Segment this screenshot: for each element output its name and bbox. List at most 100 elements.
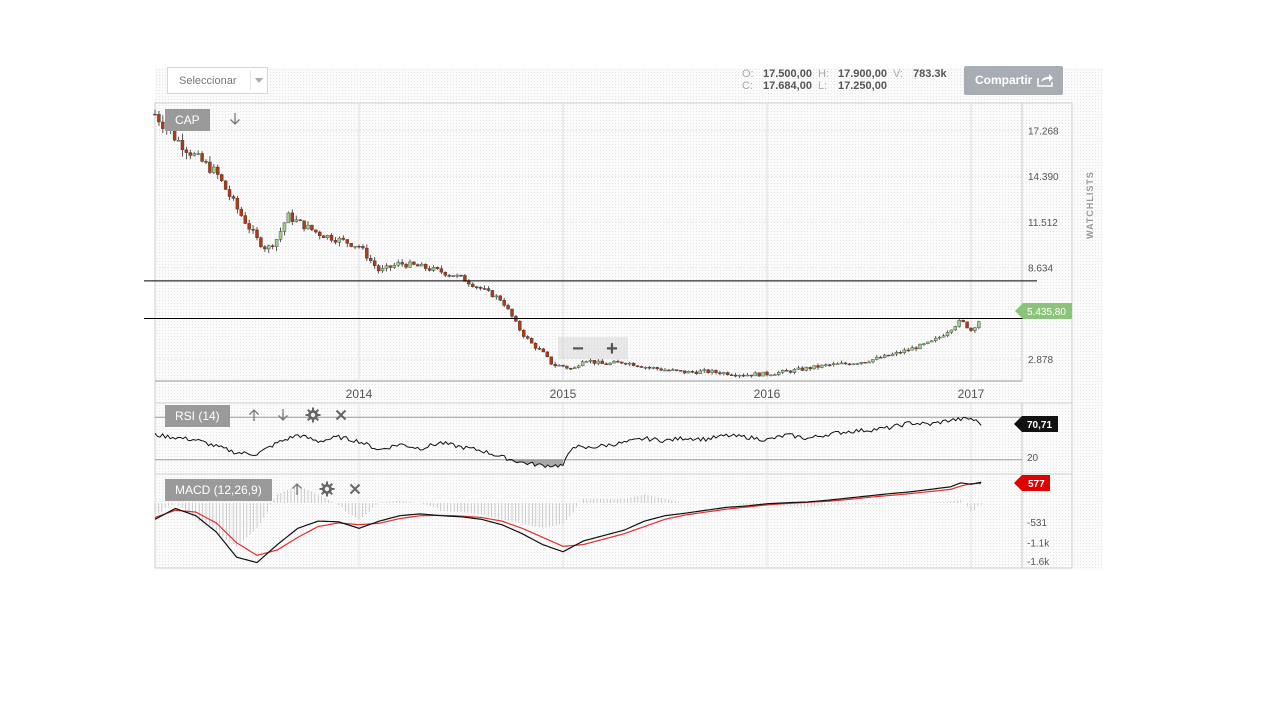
candle	[420, 263, 424, 267]
candle	[608, 362, 612, 366]
candle	[824, 364, 828, 366]
candle	[223, 180, 228, 190]
candle	[620, 361, 624, 364]
candle	[812, 365, 816, 370]
candle	[463, 275, 467, 282]
y-tick-label: 14.390	[1028, 172, 1059, 183]
candle	[192, 153, 196, 156]
symbol-tag[interactable]: CAP	[165, 109, 210, 131]
candle	[506, 305, 510, 310]
candle	[380, 268, 385, 272]
candle	[604, 363, 608, 366]
macd-signal-line	[154, 482, 982, 557]
candle	[239, 208, 244, 216]
candle	[243, 215, 247, 224]
candle	[828, 364, 832, 366]
candle	[953, 326, 958, 331]
candle	[278, 231, 283, 240]
candle	[686, 371, 691, 374]
ohlc-open-value: 17.500,00	[763, 68, 812, 80]
share-arrow-icon	[1037, 74, 1053, 87]
macd-tag[interactable]: MACD (12,26,9)	[165, 479, 272, 501]
candle	[808, 367, 812, 370]
candle	[643, 366, 648, 369]
chart-background	[155, 68, 1103, 570]
candle	[392, 265, 397, 268]
candle	[482, 288, 487, 290]
candle	[737, 374, 742, 377]
close-icon[interactable]	[335, 409, 347, 421]
candle	[839, 362, 844, 365]
candle	[188, 152, 193, 156]
arrow-up-icon[interactable]	[247, 408, 261, 422]
close-icon[interactable]	[349, 483, 361, 495]
candle	[867, 361, 871, 364]
zoom-out-button[interactable]: −	[572, 338, 584, 360]
arrow-down-icon[interactable]	[276, 408, 290, 422]
candle	[894, 352, 899, 355]
candle	[898, 352, 903, 354]
candle	[267, 245, 271, 250]
candle	[922, 343, 926, 345]
candle	[600, 360, 604, 364]
rsi-low-level-label: 20	[1027, 453, 1039, 464]
candle	[612, 361, 616, 364]
candle	[486, 288, 491, 291]
candle	[396, 262, 400, 266]
candle	[200, 153, 204, 162]
candle	[522, 329, 526, 337]
candle	[733, 374, 738, 377]
gear-icon[interactable]	[319, 481, 335, 497]
candle	[349, 243, 353, 247]
candle	[667, 369, 671, 372]
y-tick-label: 17.268	[1028, 127, 1059, 138]
gear-icon[interactable]	[305, 407, 321, 423]
candle	[729, 374, 734, 377]
candle	[706, 369, 710, 373]
symbol-select[interactable]: Seleccionar	[167, 67, 268, 94]
candle	[588, 360, 593, 362]
rsi-value-label: 70,71	[1027, 420, 1052, 431]
candle	[153, 113, 157, 116]
ohlc-close-value: 17.684,00	[763, 80, 812, 92]
candle	[161, 121, 165, 129]
candle	[471, 283, 475, 287]
candle	[902, 349, 907, 353]
horizontal-lines[interactable]	[144, 280, 1037, 319]
ohlc-volume-value: 783.3k	[913, 68, 947, 80]
candle	[647, 366, 652, 369]
last-price-tag	[1015, 303, 1072, 319]
candle	[678, 370, 683, 372]
zoom-in-button[interactable]: +	[606, 338, 618, 360]
chevron-down-icon	[255, 78, 263, 83]
candle	[973, 327, 977, 331]
candle	[890, 353, 895, 357]
candle	[741, 374, 746, 377]
candle	[627, 362, 632, 365]
candle	[376, 265, 381, 272]
rsi-tag[interactable]: RSI (14)	[165, 405, 230, 427]
candle	[416, 264, 420, 267]
candle	[518, 321, 522, 331]
share-button[interactable]: Compartir	[964, 66, 1063, 95]
candle	[616, 361, 620, 363]
candle	[918, 343, 922, 350]
candle	[443, 271, 448, 276]
candle	[404, 263, 408, 268]
candle	[659, 368, 663, 371]
charts-frame	[154, 102, 1073, 569]
candle	[318, 231, 322, 237]
candle	[353, 245, 357, 248]
candle	[529, 338, 534, 344]
candle	[584, 361, 589, 363]
candle	[757, 372, 761, 377]
candle	[926, 341, 930, 344]
arrow-down-icon[interactable]	[228, 112, 242, 126]
arrow-up-icon[interactable]	[290, 482, 304, 496]
y-tick-label: 2.878	[1028, 355, 1053, 366]
candle	[761, 371, 765, 377]
x-tick-label: 2016	[754, 387, 781, 401]
candle	[467, 281, 471, 285]
candle	[851, 363, 856, 366]
